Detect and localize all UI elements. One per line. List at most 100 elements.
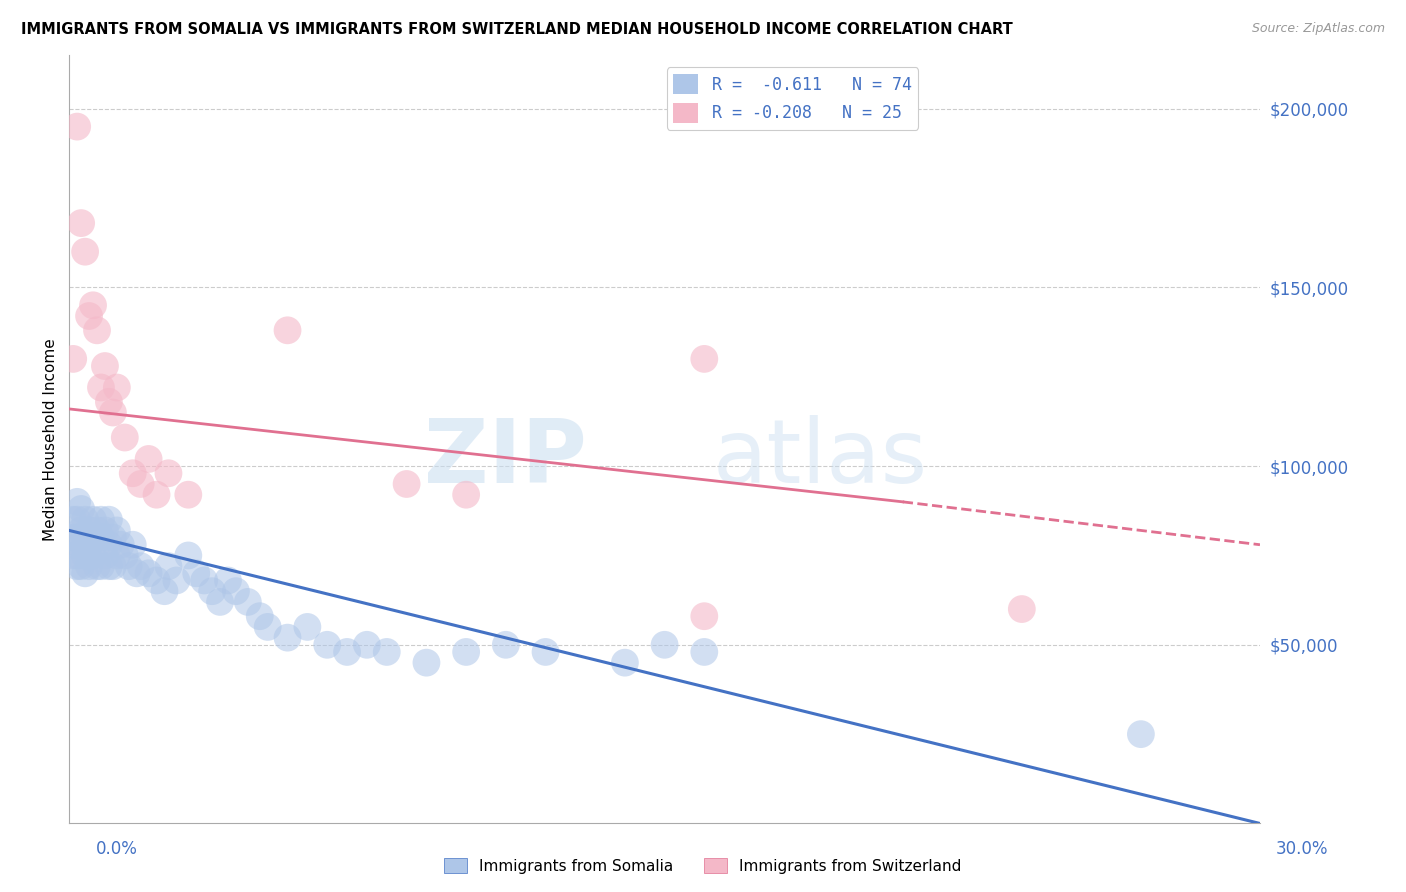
Point: [277, 323, 299, 337]
Point: [82, 513, 104, 527]
Point: [62, 531, 84, 545]
Point: [177, 549, 200, 563]
Point: [456, 488, 478, 502]
Point: [456, 645, 478, 659]
Point: [66, 495, 89, 509]
Text: 0.0%: 0.0%: [96, 840, 138, 858]
Point: [356, 638, 378, 652]
Point: [118, 559, 141, 574]
Point: [94, 359, 117, 373]
Point: [129, 477, 152, 491]
Point: [90, 380, 112, 394]
Point: [105, 549, 128, 563]
Point: [101, 405, 124, 419]
Point: [66, 549, 89, 563]
Point: [82, 298, 104, 312]
Point: [186, 566, 208, 581]
Point: [62, 513, 84, 527]
Point: [395, 477, 418, 491]
Point: [375, 645, 398, 659]
Point: [693, 609, 716, 624]
Text: atlas: atlas: [713, 415, 928, 502]
Point: [236, 595, 259, 609]
Point: [613, 656, 636, 670]
Point: [654, 638, 676, 652]
Point: [66, 559, 89, 574]
Point: [316, 638, 339, 652]
Point: [138, 566, 160, 581]
Point: [62, 351, 84, 366]
Point: [94, 549, 117, 563]
Point: [97, 513, 120, 527]
Point: [70, 559, 93, 574]
Legend: Immigrants from Somalia, Immigrants from Switzerland: Immigrants from Somalia, Immigrants from…: [439, 852, 967, 880]
Point: [336, 645, 359, 659]
Text: Source: ZipAtlas.com: Source: ZipAtlas.com: [1251, 22, 1385, 36]
Point: [75, 566, 97, 581]
Point: [193, 574, 215, 588]
Point: [70, 216, 93, 230]
Text: 30.0%: 30.0%: [1277, 840, 1329, 858]
Point: [82, 549, 104, 563]
Point: [101, 559, 124, 574]
Point: [157, 467, 180, 481]
Legend: R =  -0.611   N = 74, R = -0.208   N = 25: R = -0.611 N = 74, R = -0.208 N = 25: [666, 67, 918, 129]
Point: [249, 609, 271, 624]
Point: [86, 524, 108, 538]
Point: [125, 566, 148, 581]
Point: [66, 513, 89, 527]
Y-axis label: Median Household Income: Median Household Income: [44, 338, 58, 541]
Point: [693, 351, 716, 366]
Point: [297, 620, 319, 634]
Point: [121, 538, 143, 552]
Point: [277, 631, 299, 645]
Point: [77, 524, 100, 538]
Point: [97, 538, 120, 552]
Point: [62, 538, 84, 552]
Point: [94, 524, 117, 538]
Point: [534, 645, 557, 659]
Point: [86, 559, 108, 574]
Point: [209, 595, 232, 609]
Point: [157, 559, 180, 574]
Point: [70, 538, 93, 552]
Point: [145, 488, 167, 502]
Point: [66, 531, 89, 545]
Point: [217, 574, 239, 588]
Text: ZIP: ZIP: [425, 415, 588, 502]
Point: [121, 467, 143, 481]
Point: [97, 559, 120, 574]
Point: [97, 394, 120, 409]
Point: [105, 380, 128, 394]
Point: [66, 120, 89, 134]
Text: IMMIGRANTS FROM SOMALIA VS IMMIGRANTS FROM SWITZERLAND MEDIAN HOUSEHOLD INCOME C: IMMIGRANTS FROM SOMALIA VS IMMIGRANTS FR…: [21, 22, 1012, 37]
Point: [105, 524, 128, 538]
Point: [114, 549, 136, 563]
Point: [110, 538, 132, 552]
Point: [1129, 727, 1152, 741]
Point: [86, 538, 108, 552]
Point: [1011, 602, 1033, 616]
Point: [90, 531, 112, 545]
Point: [101, 531, 124, 545]
Point: [177, 488, 200, 502]
Point: [75, 549, 97, 563]
Point: [86, 323, 108, 337]
Point: [77, 309, 100, 323]
Point: [75, 513, 97, 527]
Point: [138, 452, 160, 467]
Point: [415, 656, 437, 670]
Point: [256, 620, 278, 634]
Point: [90, 559, 112, 574]
Point: [75, 244, 97, 259]
Point: [70, 502, 93, 516]
Point: [225, 584, 247, 599]
Point: [201, 584, 224, 599]
Point: [114, 430, 136, 444]
Point: [129, 559, 152, 574]
Point: [70, 524, 93, 538]
Point: [77, 538, 100, 552]
Point: [145, 574, 167, 588]
Point: [82, 531, 104, 545]
Point: [62, 549, 84, 563]
